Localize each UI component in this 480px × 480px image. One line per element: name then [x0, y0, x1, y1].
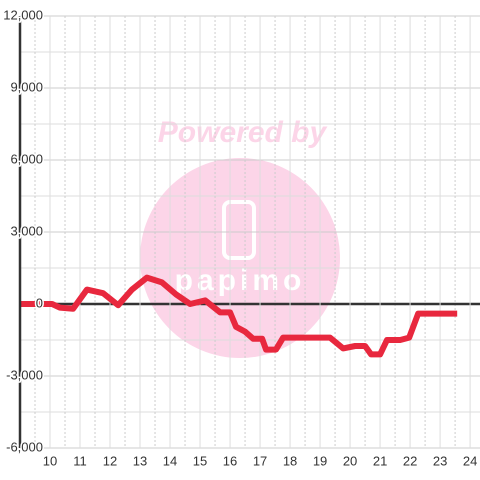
- y-tick-label: 9,000: [10, 79, 43, 94]
- watermark-text: Powered by: [158, 116, 328, 149]
- x-tick-label: 11: [73, 453, 87, 468]
- x-tick-label: 21: [373, 453, 387, 468]
- data-line: [20, 274, 458, 358]
- x-tick-label: 24: [463, 453, 477, 468]
- watermark-logo: papimo: [175, 264, 306, 297]
- watermark-icon: [222, 200, 256, 260]
- x-tick-label: 17: [253, 453, 267, 468]
- x-tick-label: 18: [283, 453, 297, 468]
- y-tick-label: 3,000: [10, 223, 43, 238]
- x-tick-label: 15: [193, 453, 207, 468]
- plot: [20, 274, 458, 358]
- x-tick-label: 16: [223, 453, 237, 468]
- x-tick-label: 19: [313, 453, 327, 468]
- grid: [20, 15, 480, 449]
- x-tick-label: 13: [133, 453, 147, 468]
- x-tick-label: 12: [103, 453, 117, 468]
- y-tick-label: -6,000: [6, 439, 43, 454]
- x-tick-label: 14: [163, 453, 177, 468]
- y-tick-label: 12,000: [3, 7, 43, 22]
- x-tick-label: 22: [403, 453, 417, 468]
- y-tick-label: 0: [36, 295, 43, 310]
- x-tick-label: 23: [433, 453, 447, 468]
- x-tick-label: 20: [343, 453, 357, 468]
- y-tick-label: 6,000: [10, 151, 43, 166]
- x-tick-label: 10: [43, 453, 57, 468]
- y-tick-label: -3,000: [6, 367, 43, 382]
